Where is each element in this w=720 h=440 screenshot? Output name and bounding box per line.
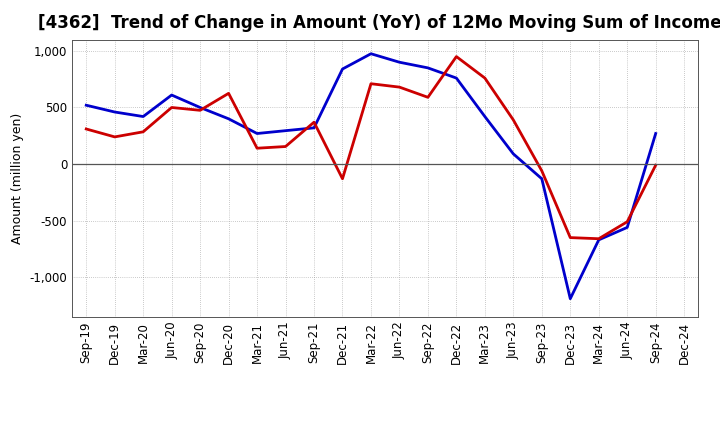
Net Income (423, 95, 432, 100)
Ordinary Income (537, 176, 546, 181)
Net Income (652, 162, 660, 168)
Ordinary Income (110, 110, 119, 115)
Net Income (310, 120, 318, 125)
Line: Net Income: Net Income (86, 57, 656, 239)
Ordinary Income (196, 105, 204, 110)
Ordinary Income (480, 114, 489, 119)
Y-axis label: Amount (million yen): Amount (million yen) (11, 113, 24, 244)
Ordinary Income (595, 237, 603, 242)
Net Income (566, 235, 575, 240)
Net Income (395, 84, 404, 90)
Ordinary Income (423, 65, 432, 70)
Ordinary Income (282, 128, 290, 133)
Net Income (537, 168, 546, 173)
Net Income (480, 75, 489, 81)
Net Income (110, 134, 119, 139)
Ordinary Income (452, 75, 461, 81)
Ordinary Income (310, 125, 318, 131)
Ordinary Income (395, 59, 404, 65)
Net Income (338, 176, 347, 181)
Net Income (139, 129, 148, 135)
Ordinary Income (225, 116, 233, 121)
Net Income (253, 146, 261, 151)
Ordinary Income (652, 131, 660, 136)
Title: [4362]  Trend of Change in Amount (YoY) of 12Mo Moving Sum of Incomes: [4362] Trend of Change in Amount (YoY) o… (38, 15, 720, 33)
Ordinary Income (338, 66, 347, 72)
Ordinary Income (366, 51, 375, 56)
Ordinary Income (82, 103, 91, 108)
Ordinary Income (253, 131, 261, 136)
Ordinary Income (623, 225, 631, 230)
Net Income (595, 236, 603, 242)
Net Income (82, 126, 91, 132)
Net Income (623, 219, 631, 224)
Net Income (366, 81, 375, 86)
Ordinary Income (566, 296, 575, 301)
Net Income (225, 91, 233, 96)
Ordinary Income (167, 92, 176, 98)
Net Income (509, 117, 518, 123)
Ordinary Income (509, 151, 518, 157)
Net Income (452, 54, 461, 59)
Net Income (282, 144, 290, 149)
Net Income (196, 108, 204, 113)
Net Income (167, 105, 176, 110)
Ordinary Income (139, 114, 148, 119)
Line: Ordinary Income: Ordinary Income (86, 54, 656, 299)
